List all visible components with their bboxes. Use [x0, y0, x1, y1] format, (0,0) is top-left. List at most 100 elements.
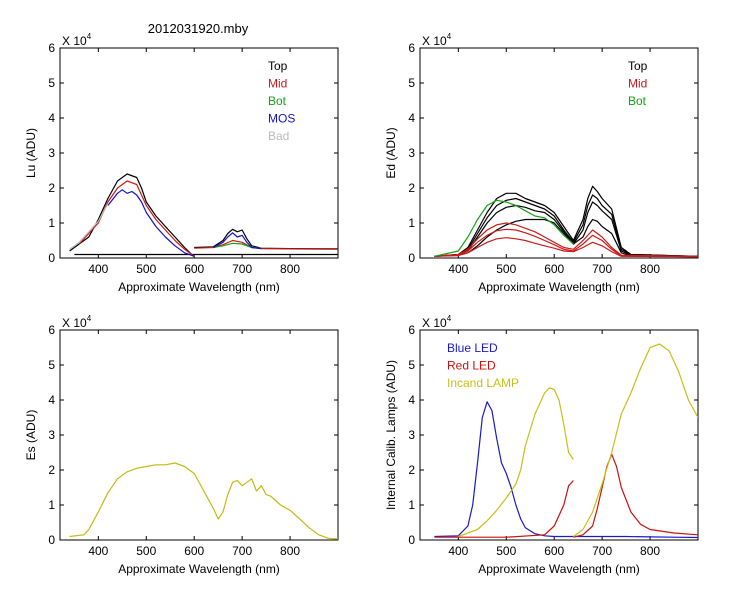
chart-lu: 400 500 600 700 800 0 1 2 3 4 5 6 X 104 Approximate W… — [24, 32, 339, 294]
x-tick-label: 600 — [544, 544, 564, 558]
y-tick-label: 1 — [408, 498, 415, 512]
series-line-top — [434, 201, 698, 257]
x-axis-label: Approximate Wavelength (nm) — [478, 562, 640, 576]
y-tick-label: 6 — [408, 41, 415, 55]
y-tick-label: 5 — [48, 76, 55, 90]
series-line-mid — [434, 222, 698, 257]
legend-entry-mid: Mid — [628, 77, 647, 91]
series-line-incand — [458, 387, 574, 538]
y-axis-label: Internal Calib. Lamps (ADU) — [384, 360, 398, 510]
x-tick-label: 500 — [136, 544, 156, 558]
x-tick-label: 700 — [592, 544, 612, 558]
series-line-red_led — [573, 453, 698, 538]
x-tick-label: 400 — [88, 544, 108, 558]
y-tick-label: 3 — [48, 146, 55, 160]
y-tick-label: 5 — [408, 358, 415, 372]
y-tick-label: 4 — [408, 111, 415, 125]
y-tick-label: 3 — [408, 146, 415, 160]
series-line-top — [434, 218, 698, 258]
x-tick-label: 500 — [136, 262, 156, 276]
x-tick-label: 700 — [232, 262, 252, 276]
y-tick-label: 0 — [48, 533, 55, 547]
plot-frame — [59, 47, 339, 259]
x-tick-label: 700 — [232, 544, 252, 558]
series-line-mid — [434, 237, 698, 258]
figure-title: 2012031920.mby — [148, 21, 249, 36]
x-tick-label: 400 — [88, 262, 108, 276]
y-tick-label: 0 — [408, 533, 415, 547]
x-tick-label: 800 — [280, 262, 300, 276]
y-tick-label: 6 — [48, 323, 55, 337]
series-line-mos — [107, 189, 195, 257]
y-axis-label: Lu (ADU) — [24, 128, 38, 178]
series-group — [434, 185, 698, 258]
x-tick-label: 800 — [280, 544, 300, 558]
y-tick-label: 3 — [408, 428, 415, 442]
x-tick-label: 700 — [592, 262, 612, 276]
y-tick-label: 5 — [408, 76, 415, 90]
plot-frame — [59, 329, 339, 541]
y-tick-label: 4 — [408, 393, 415, 407]
y-tick-label: 5 — [48, 358, 55, 372]
x-tick-label: 400 — [448, 262, 468, 276]
series-group — [69, 173, 338, 257]
y-exponent-power: 4 — [87, 314, 92, 323]
y-exponent-power: 4 — [447, 32, 452, 41]
y-axis-label: Ed (ADU) — [384, 127, 398, 178]
series-line-bot — [434, 199, 574, 257]
y-exponent-label: X 104 — [422, 314, 452, 330]
y-tick-label: 3 — [48, 428, 55, 442]
series-line-mid — [434, 228, 698, 258]
series-line-es — [69, 462, 338, 540]
legend-entry-bot: Bot — [268, 94, 287, 108]
y-tick-label: 6 — [48, 41, 55, 55]
plot-frame — [419, 329, 699, 541]
y-exponent-power: 4 — [447, 314, 452, 323]
y-axis-label: Es (ADU) — [24, 410, 38, 461]
y-tick-label: 0 — [48, 251, 55, 265]
x-axis-label: Approximate Wavelength (nm) — [118, 280, 280, 294]
chart-ed: 400 500 600 700 800 0 1 2 3 4 5 6 X 104 Approximate W… — [384, 32, 699, 294]
y-exponent-label: X 104 — [422, 32, 452, 48]
x-tick-label: 600 — [184, 544, 204, 558]
x-tick-label: 400 — [448, 544, 468, 558]
x-tick-label: 500 — [496, 544, 516, 558]
chart-es: 400 500 600 700 800 0 1 2 3 4 5 6 X 104 Approximate W… — [24, 314, 339, 576]
legend-entry-mos: MOS — [268, 112, 295, 126]
y-tick-label: 0 — [408, 251, 415, 265]
series-line-red_led — [434, 480, 574, 538]
series-line-blue_led — [434, 401, 698, 539]
x-tick-label: 500 — [496, 262, 516, 276]
legend-entry-bot: Bot — [628, 94, 647, 108]
legend-entry-mid: Mid — [268, 77, 287, 91]
legend-entry-incand: Incand LAMP — [447, 376, 519, 390]
legend-entry-bad: Bad — [268, 129, 289, 143]
y-tick-label: 4 — [48, 393, 55, 407]
legend-entry-top: Top — [268, 59, 288, 73]
series-line-top — [434, 185, 698, 257]
legend-entry-red_led: Red LED — [447, 359, 496, 373]
y-tick-label: 2 — [48, 463, 55, 477]
x-tick-label: 800 — [640, 544, 660, 558]
x-axis-label: Approximate Wavelength (nm) — [118, 562, 280, 576]
y-exponent-power: 4 — [87, 32, 92, 41]
series-line-top — [69, 173, 195, 257]
y-tick-label: 4 — [48, 111, 55, 125]
series-line-mos — [213, 232, 262, 250]
series-group — [434, 343, 698, 539]
x-tick-label: 600 — [184, 262, 204, 276]
y-tick-label: 2 — [408, 463, 415, 477]
y-exponent-label: X 104 — [62, 32, 92, 48]
legend-entry-blue_led: Blue LED — [447, 341, 498, 355]
y-tick-label: 1 — [408, 216, 415, 230]
series-line-incand — [573, 343, 698, 537]
chart-lamps: 400 500 600 700 800 0 1 2 3 4 5 6 X 104 Approximate W… — [384, 314, 699, 576]
x-tick-label: 800 — [640, 262, 660, 276]
y-tick-label: 2 — [48, 181, 55, 195]
y-exponent-label: X 104 — [62, 314, 92, 330]
x-tick-label: 600 — [544, 262, 564, 276]
x-axis-label: Approximate Wavelength (nm) — [478, 280, 640, 294]
y-tick-label: 1 — [48, 216, 55, 230]
